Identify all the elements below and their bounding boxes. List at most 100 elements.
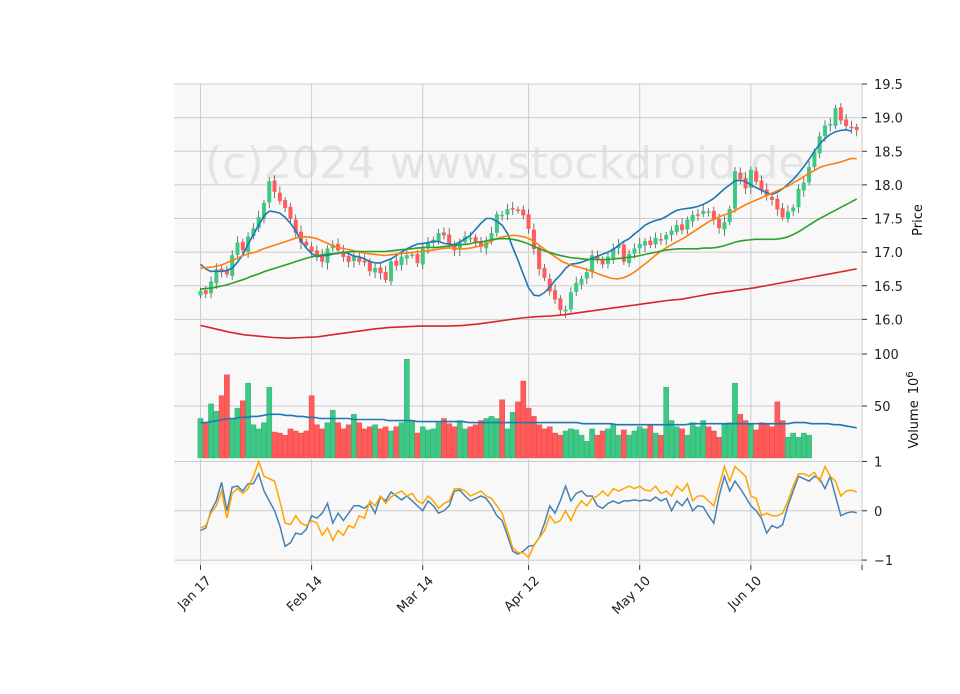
volume-bar: [536, 424, 542, 459]
candle-body: [775, 198, 780, 210]
candle-body: [632, 248, 637, 254]
candle-body: [505, 208, 510, 215]
candle-body: [854, 126, 859, 130]
volume-bar: [335, 422, 341, 459]
volume-bar: [705, 426, 712, 459]
volume-bar: [478, 420, 484, 459]
volume-bar: [541, 428, 548, 459]
y-tick-label: 17.5: [874, 213, 903, 228]
sma-short-line: [199, 128, 852, 297]
volume-bar: [234, 407, 241, 459]
volume-average-line: [200, 413, 857, 429]
y-tick-label: 100: [874, 348, 899, 363]
volume-bar: [224, 374, 230, 459]
candle-body: [621, 244, 626, 262]
y-tick-label: 16.5: [874, 280, 903, 295]
candle-body: [367, 261, 372, 272]
candle-body: [838, 107, 843, 121]
volume-bar: [298, 432, 304, 459]
candle-body: [669, 230, 674, 235]
candle-body: [680, 224, 685, 231]
watermark-layer: (c)2024 www.stockdroid.de: [205, 138, 805, 189]
candle-body: [510, 208, 515, 210]
candle-body: [240, 241, 245, 251]
volume-bar: [631, 430, 638, 459]
y-tick-label: −1: [874, 554, 893, 569]
volume-bar: [197, 418, 204, 459]
volume-bar: [785, 437, 791, 459]
candle-body: [198, 290, 203, 296]
candle-body: [701, 210, 706, 214]
candle-body: [674, 225, 679, 233]
candle-body: [849, 126, 854, 129]
volume-bar: [451, 426, 458, 459]
volume-bar: [795, 437, 802, 459]
volume-bar: [568, 428, 574, 459]
volume-bar: [356, 422, 363, 459]
volume-bar: [345, 424, 352, 459]
candle-body: [399, 256, 404, 266]
volume-bar: [800, 432, 807, 459]
y-tick-label: 0: [874, 505, 882, 520]
volume-bar: [647, 424, 654, 459]
volume-bar: [504, 428, 511, 459]
volume-bar: [261, 422, 267, 459]
volume-bar: [557, 434, 564, 459]
volume-bar: [679, 428, 685, 459]
y-tick-label: 18.5: [874, 145, 903, 160]
indicator-orange-line: [200, 459, 857, 559]
volume-bar: [520, 380, 527, 459]
candle-body: [770, 196, 775, 200]
volume-bar: [695, 426, 701, 459]
volume-bar: [573, 429, 580, 459]
volume-bar: [287, 428, 294, 459]
volume-bar: [742, 420, 749, 459]
candle-body: [637, 243, 642, 249]
candle-body: [309, 246, 314, 252]
x-tick-label: Jan 17: [175, 574, 215, 614]
candle-body: [537, 247, 542, 270]
volume-bar: [689, 422, 696, 459]
y-tick-label: 19.0: [874, 112, 903, 127]
volume-bar: [626, 434, 632, 459]
volume-bar: [552, 432, 558, 459]
volume-bar: [716, 437, 722, 459]
volume-bar: [515, 401, 521, 459]
volume-bar: [584, 441, 590, 459]
volume-bar: [652, 432, 659, 459]
candle-body: [732, 171, 737, 209]
volume-axis-exponent-base: 10: [907, 378, 922, 395]
volume-bar: [509, 412, 516, 459]
candle-body: [436, 233, 441, 242]
candle-body: [441, 232, 446, 236]
volume-bar: [700, 420, 707, 459]
candle-body: [357, 257, 362, 262]
volume-bar: [658, 434, 664, 459]
candle-body: [468, 237, 473, 240]
candle-body: [780, 208, 785, 218]
volume-bar: [621, 429, 627, 459]
volume-bar: [388, 430, 394, 459]
candle-body: [844, 119, 849, 126]
candle-body: [563, 309, 568, 312]
candle-body: [500, 214, 505, 217]
volume-bar: [303, 430, 310, 459]
x-tick-label: Apr 12: [502, 574, 543, 615]
volume-bar: [790, 432, 796, 459]
candle-body: [754, 171, 759, 182]
volume-bar: [562, 430, 569, 459]
x-tick-label: Feb 14: [284, 574, 326, 616]
y-tick-label: 50: [874, 400, 891, 415]
candle-body: [828, 124, 833, 126]
candle-body: [653, 237, 658, 245]
candle-body: [695, 214, 700, 216]
y-tick-label: 17.0: [874, 246, 903, 261]
volume-bar: [435, 422, 442, 459]
candle-body: [658, 239, 663, 241]
volume-bar: [594, 434, 601, 459]
volume-bar: [398, 422, 405, 459]
candle-body: [516, 209, 521, 211]
candle-body: [542, 268, 547, 278]
candle-body: [494, 214, 499, 233]
